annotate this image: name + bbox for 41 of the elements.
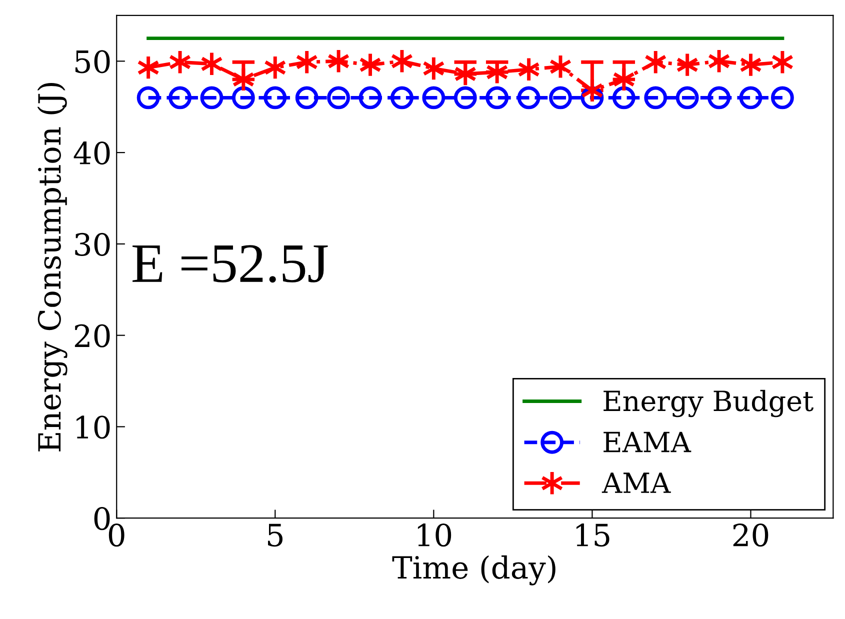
legend-label: AMA (602, 472, 671, 493)
point (136, 86, 160, 110)
y-tick-label: 0 (94, 507, 110, 530)
point (708, 86, 730, 110)
x-tick-label: 10 (418, 524, 452, 547)
point (580, 78, 604, 104)
point (295, 86, 318, 110)
point (168, 86, 192, 110)
y-tick-label: 10 (76, 416, 110, 439)
point (486, 86, 509, 110)
y-axis-title: Energy Consumption (J) (37, 82, 68, 452)
point (770, 86, 794, 110)
x-tick-label: 5 (268, 524, 283, 547)
x-axis-title: Time (day) (392, 555, 556, 586)
point (676, 86, 699, 110)
point (739, 86, 762, 110)
point (232, 66, 255, 92)
x-tick-label: 15 (576, 524, 610, 547)
point (612, 86, 636, 110)
point (358, 86, 382, 110)
point (390, 86, 414, 110)
point (200, 86, 224, 110)
y-tick-label: 50 (75, 50, 110, 74)
point (327, 86, 350, 110)
point (644, 86, 668, 110)
point (549, 86, 572, 110)
point (454, 86, 477, 110)
point (232, 86, 255, 110)
legend-label: EAMA (604, 432, 692, 452)
x-tick-label: 0 (108, 524, 124, 547)
point (264, 86, 287, 110)
point (517, 86, 540, 110)
legend-label: Energy Budget (604, 390, 814, 418)
point (612, 66, 636, 92)
y-tick-label: 20 (74, 324, 110, 348)
annotation: E =52.5J (132, 245, 328, 283)
point (422, 86, 446, 110)
point (580, 86, 604, 110)
x-tick-label: 20 (733, 524, 768, 547)
y-tick-label: 30 (75, 232, 110, 256)
y-tick-label: 40 (74, 141, 110, 165)
